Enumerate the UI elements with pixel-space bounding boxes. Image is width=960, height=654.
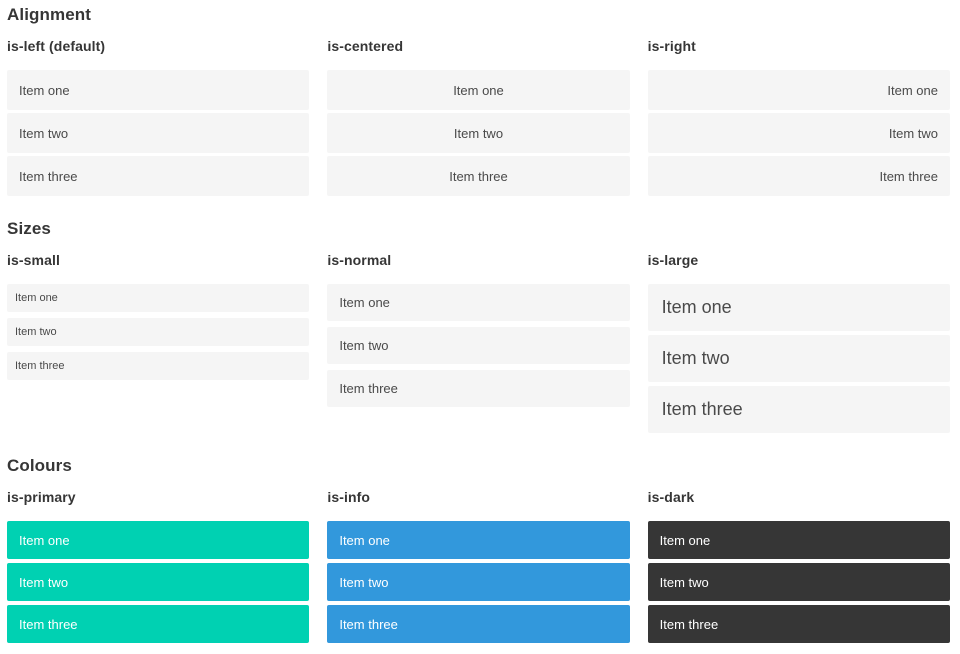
list-item: Item one <box>327 70 630 110</box>
column-label: is-dark <box>647 489 695 505</box>
list-item: Item three <box>647 156 950 196</box>
list-item: Item two <box>327 113 630 153</box>
list-item: Item two <box>7 113 310 153</box>
list-is-right: Item one Item two Item three <box>647 70 950 196</box>
list-is-small: Item one Item two Item three <box>7 284 310 380</box>
list-item: Item two <box>647 563 950 601</box>
list-item: Item two <box>647 335 950 382</box>
list-item: Item two <box>7 318 310 346</box>
list-item: Item one <box>647 70 950 110</box>
column-is-primary: is-primary Item one Item two Item three <box>7 488 310 643</box>
list-component-demo-page: Alignment is-left (default) Item one Ite… <box>7 4 950 643</box>
colours-columns: is-primary Item one Item two Item three … <box>7 488 950 643</box>
list-is-primary: Item one Item two Item three <box>7 521 310 643</box>
column-label: is-left (default) <box>7 38 106 54</box>
list-item: Item one <box>327 284 630 321</box>
list-item: Item one <box>7 521 310 559</box>
list-is-dark: Item one Item two Item three <box>647 521 950 643</box>
list-item: Item one <box>327 521 630 559</box>
column-is-centered: is-centered Item one Item two Item three <box>327 37 630 196</box>
list-is-normal: Item one Item two Item three <box>327 284 630 407</box>
list-item: Item three <box>7 605 310 643</box>
list-is-left: Item one Item two Item three <box>7 70 310 196</box>
section-colours: Colours is-primary Item one Item two Ite… <box>7 455 950 643</box>
list-item: Item one <box>647 284 950 331</box>
section-sizes: Sizes is-small Item one Item two Item th… <box>7 218 950 433</box>
section-alignment: Alignment is-left (default) Item one Ite… <box>7 4 950 196</box>
list-is-info: Item one Item two Item three <box>327 521 630 643</box>
section-title: Alignment <box>7 5 92 24</box>
list-is-centered: Item one Item two Item three <box>327 70 630 196</box>
section-title: Sizes <box>7 219 51 238</box>
list-item: Item two <box>327 563 630 601</box>
list-item: Item two <box>647 113 950 153</box>
column-is-info: is-info Item one Item two Item three <box>327 488 630 643</box>
column-is-right: is-right Item one Item two Item three <box>647 37 950 196</box>
list-item: Item three <box>327 605 630 643</box>
column-label: is-centered <box>327 38 404 54</box>
column-is-normal: is-normal Item one Item two Item three <box>327 251 630 433</box>
list-item: Item one <box>7 70 310 110</box>
list-item: Item three <box>7 352 310 380</box>
list-item: Item three <box>327 156 630 196</box>
list-item: Item three <box>7 156 310 196</box>
sizes-columns: is-small Item one Item two Item three is… <box>7 251 950 433</box>
list-item: Item one <box>647 521 950 559</box>
alignment-columns: is-left (default) Item one Item two Item… <box>7 37 950 196</box>
column-is-small: is-small Item one Item two Item three <box>7 251 310 433</box>
column-label: is-large <box>647 252 699 268</box>
column-label: is-small <box>7 252 60 268</box>
column-is-large: is-large Item one Item two Item three <box>647 251 950 433</box>
list-item: Item two <box>7 563 310 601</box>
column-is-left: is-left (default) Item one Item two Item… <box>7 37 310 196</box>
list-item: Item three <box>327 370 630 407</box>
column-label: is-primary <box>7 489 76 505</box>
section-title: Colours <box>7 456 72 475</box>
list-item: Item two <box>327 327 630 364</box>
list-item: Item one <box>7 284 310 312</box>
column-label: is-info <box>327 489 371 505</box>
column-is-dark: is-dark Item one Item two Item three <box>647 488 950 643</box>
list-item: Item three <box>647 386 950 433</box>
column-label: is-normal <box>327 252 392 268</box>
list-is-large: Item one Item two Item three <box>647 284 950 433</box>
column-label: is-right <box>647 38 696 54</box>
list-item: Item three <box>647 605 950 643</box>
